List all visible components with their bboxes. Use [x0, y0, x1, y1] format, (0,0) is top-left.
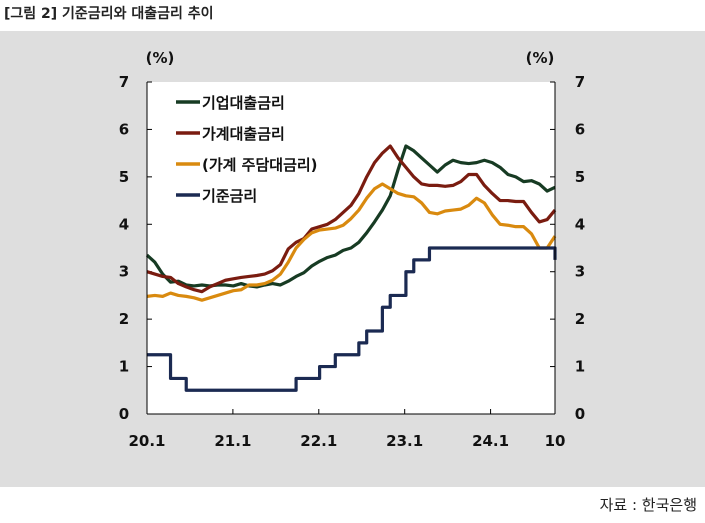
- y-tick-left: 7: [119, 73, 129, 91]
- y-tick-right: 1: [575, 358, 585, 376]
- y-tick-left: 2: [119, 310, 129, 328]
- source-note: 자료 : 한국은행: [599, 496, 697, 514]
- legend-label: (가계 주담대금리): [202, 156, 318, 174]
- y-tick-left: 3: [119, 263, 129, 281]
- x-tick-label: 21.1: [214, 432, 251, 450]
- x-tick-label: 20.1: [128, 432, 165, 450]
- y-tick-right: 7: [575, 73, 585, 91]
- y-tick-right: 3: [575, 263, 585, 281]
- y-tick-right: 2: [575, 310, 585, 328]
- x-tick-label: 24.1: [472, 432, 509, 450]
- series-line-3: [147, 246, 557, 392]
- y-tick-left: 4: [119, 215, 129, 233]
- y-tick-left: 6: [119, 120, 129, 138]
- left-unit-label: (%): [146, 49, 175, 67]
- y-tick-left: 0: [119, 405, 129, 423]
- legend-label: 기업대출금리: [202, 94, 285, 112]
- y-tick-right: 6: [575, 120, 585, 138]
- x-tick-label: 23.1: [386, 432, 423, 450]
- series-line-1: [146, 144, 557, 294]
- legend-label: 가계대출금리: [202, 125, 285, 143]
- figure-title: [그림 2] 기준금리와 대출금리 추이: [4, 6, 214, 22]
- y-tick-right: 5: [575, 168, 585, 186]
- x-tick-label: 10: [545, 432, 566, 450]
- y-tick-right: 4: [575, 215, 585, 233]
- y-tick-left: 1: [119, 358, 129, 376]
- y-tick-left: 5: [119, 168, 129, 186]
- right-unit-label: (%): [526, 49, 555, 67]
- x-tick-label: 22.1: [300, 432, 337, 450]
- y-tick-right: 0: [575, 405, 585, 423]
- series-line-2: [146, 182, 557, 302]
- legend-label: 기준금리: [202, 187, 257, 205]
